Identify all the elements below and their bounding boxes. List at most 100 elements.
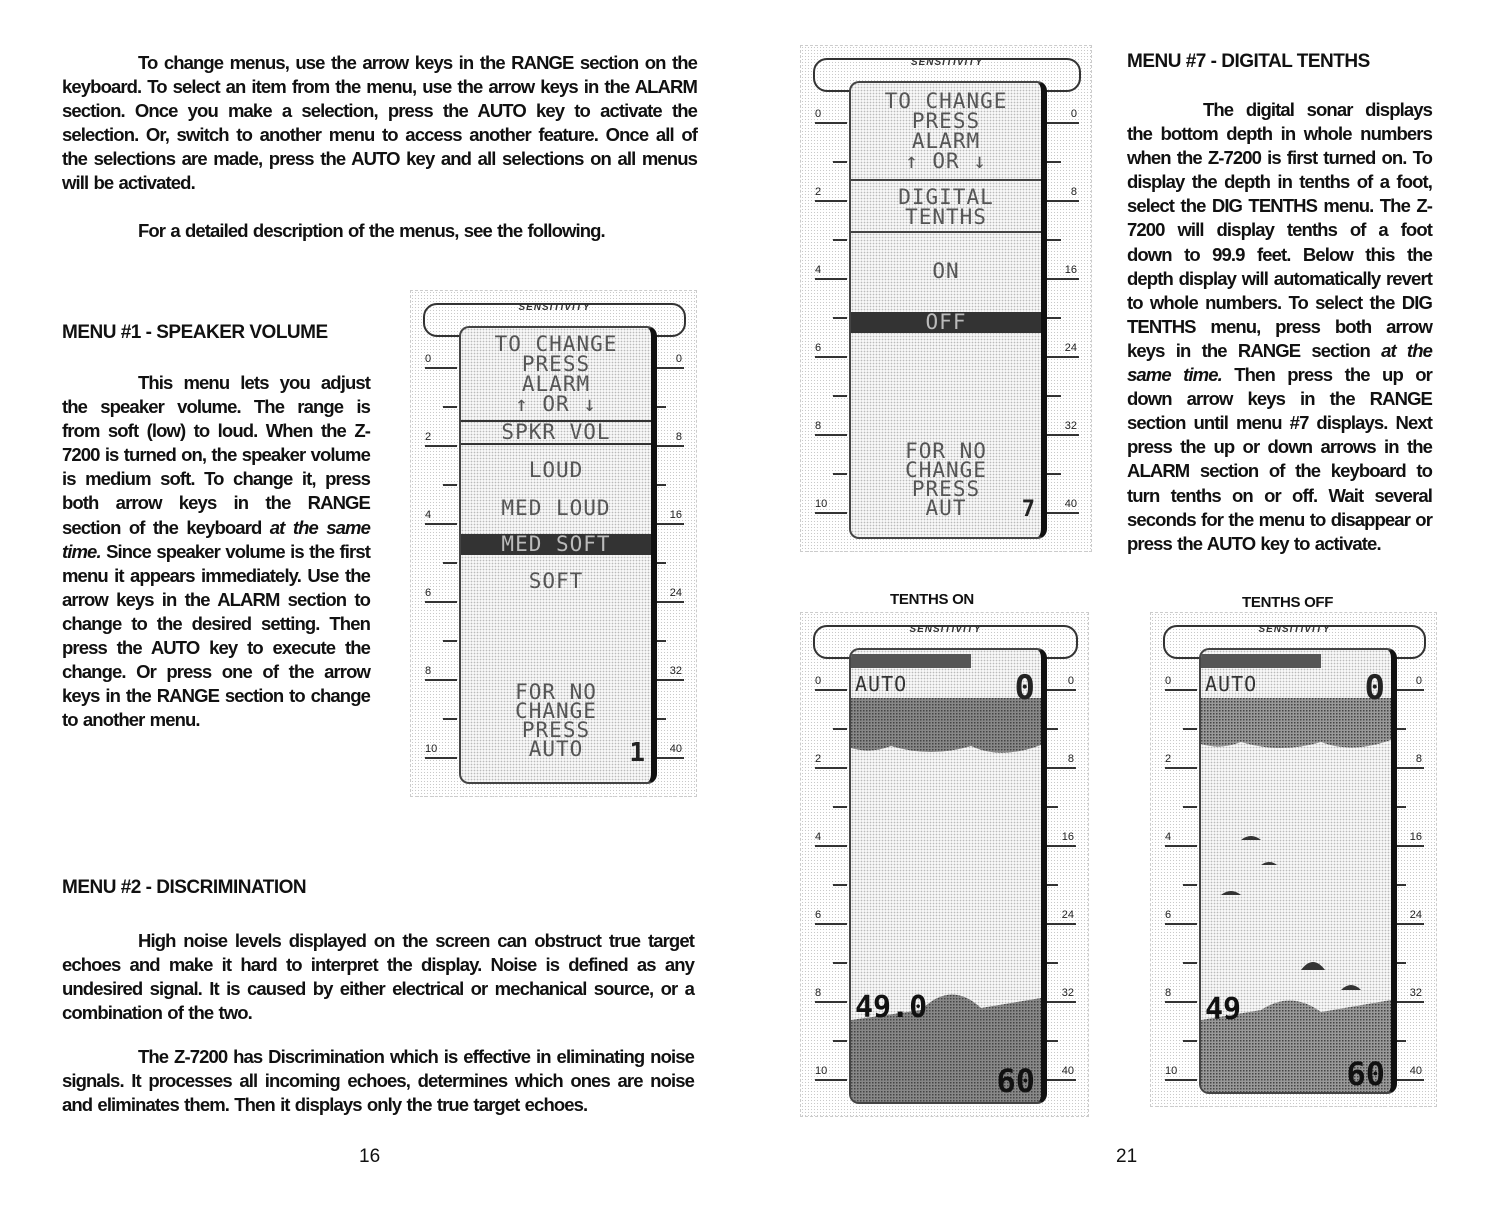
right-scale-label: 16 — [1061, 831, 1074, 843]
scale-tick — [815, 200, 847, 202]
scale-tick — [1044, 689, 1076, 691]
scale-tick — [1047, 434, 1079, 436]
scale-minor-tick — [652, 484, 666, 486]
lcd-line: FOR NO — [905, 439, 987, 463]
right-scale-label: 16 — [1409, 831, 1422, 843]
right-scale-label: 32 — [669, 665, 682, 677]
menu7-text-before: The digital sonar displays the bottom de… — [1127, 99, 1433, 361]
scale-minor-tick — [1392, 1040, 1406, 1042]
surface-clutter — [1201, 698, 1391, 748]
scale-tick — [1165, 689, 1197, 691]
intro-paragraph: To change menus, use the arrow keys in t… — [62, 52, 698, 194]
page-number-right: 21 — [1116, 1146, 1138, 1167]
left-scale-label: 0 — [1165, 675, 1172, 687]
scale-tick — [1392, 845, 1424, 847]
lcd-line: CHANGE — [515, 699, 597, 723]
scale-tick — [1165, 767, 1197, 769]
scale-minor-tick — [1047, 161, 1061, 163]
mode-label: AUTO — [1205, 672, 1258, 696]
menu7-text-after: Then press the up or down arrow keys in … — [1127, 364, 1433, 554]
left-scale-label: 4 — [815, 264, 822, 276]
menu-title-line: DIGITAL — [898, 185, 994, 209]
right-scale-label: 24 — [1409, 909, 1422, 921]
mode-highlight — [1201, 654, 1321, 668]
scale-minor-tick — [1047, 317, 1061, 319]
sensitivity-label: SENSITIVITY — [518, 302, 591, 313]
scale-tick — [425, 601, 457, 603]
scale-tick — [1044, 923, 1076, 925]
option-off-selected: OFF — [851, 312, 1041, 333]
right-scale-label: 0 — [1070, 108, 1077, 120]
scale-minor-tick — [1047, 395, 1061, 397]
lcd-display: AUTO 0 49 60 — [1199, 648, 1397, 1094]
scale-tick — [1165, 1001, 1197, 1003]
scale-minor-tick — [443, 562, 457, 564]
left-scale-label: 2 — [815, 186, 822, 198]
lcd-line: TO CHANGE — [884, 89, 1008, 113]
scale-tick — [815, 356, 847, 358]
lcd-line: PRESS — [911, 477, 981, 501]
scale-minor-tick — [1183, 884, 1197, 886]
scale-tick — [425, 445, 457, 447]
right-scale-label: 24 — [1061, 909, 1074, 921]
menu2-paragraph-1: High noise levels displayed on the scree… — [62, 930, 695, 1024]
right-scale-label: 0 — [1415, 675, 1422, 687]
scale-tick — [1165, 845, 1197, 847]
scale-minor-tick — [1047, 239, 1061, 241]
scale-tick — [652, 445, 684, 447]
menu-title: SPKR VOL — [461, 420, 651, 445]
intro-note: For a detailed description of the menus,… — [138, 220, 606, 241]
scale-tick — [815, 845, 847, 847]
left-scale-label: 6 — [815, 342, 822, 354]
scale-minor-tick — [1183, 728, 1197, 730]
scale-tick — [1044, 1079, 1076, 1081]
menu1-description: This menu lets you adjust the speaker vo… — [62, 371, 371, 732]
option-loud: LOUD — [528, 458, 584, 482]
mode-label: AUTO — [855, 672, 908, 696]
scale-minor-tick — [833, 317, 847, 319]
left-scale-label: 10 — [425, 743, 438, 755]
scale-minor-tick — [1047, 473, 1061, 475]
scale-tick — [1392, 1079, 1424, 1081]
scale-minor-tick — [1044, 806, 1058, 808]
scale-minor-tick — [652, 406, 666, 408]
scale-tick — [815, 767, 847, 769]
left-scale-label: 6 — [425, 587, 432, 599]
scale-tick — [425, 523, 457, 525]
scale-tick — [815, 923, 847, 925]
scale-minor-tick — [1183, 1040, 1197, 1042]
scale-tick — [815, 512, 847, 514]
scale-minor-tick — [833, 884, 847, 886]
scale-tick — [1392, 923, 1424, 925]
lcd-figure-speaker-volume: SENSITIVITY 0 0 2 8 4 16 6 24 8 32 10 40 TO CHANGE … — [410, 290, 697, 797]
divider — [851, 179, 1041, 181]
bottom-contour — [851, 994, 1041, 1102]
right-scale-label: 8 — [1070, 186, 1077, 198]
lcd-line: PRESS — [521, 718, 591, 742]
scale-tick — [1044, 845, 1076, 847]
scale-tick — [815, 434, 847, 436]
scale-minor-tick — [443, 718, 457, 720]
scale-tick — [1047, 278, 1079, 280]
scale-tick — [815, 122, 847, 124]
scale-minor-tick — [833, 473, 847, 475]
top-depth: 0 — [1364, 668, 1385, 708]
right-scale-label: 16 — [669, 509, 682, 521]
scale-minor-tick — [1044, 1040, 1058, 1042]
left-scale-label: 4 — [815, 831, 822, 843]
lcd-figure-tenths-off: SENSITIVITY 0 0 2 8 4 16 6 24 8 32 10 40 AUTO 0 49 … — [1150, 612, 1437, 1107]
lcd-line: AUTO — [528, 737, 584, 761]
scale-tick — [425, 757, 457, 759]
mode-highlight — [851, 654, 971, 668]
lcd-line: CHANGE — [905, 458, 987, 482]
scale-minor-tick — [1044, 728, 1058, 730]
lcd-line: PRESS — [911, 109, 981, 133]
right-scale-label: 40 — [669, 743, 682, 755]
right-scale-label: 32 — [1061, 987, 1074, 999]
menu-number: 1 — [629, 738, 645, 768]
right-scale-label: 32 — [1064, 420, 1077, 432]
left-scale-label: 0 — [425, 353, 432, 365]
right-scale-label: 8 — [1415, 753, 1422, 765]
scale-tick — [425, 367, 457, 369]
option-on: ON — [932, 259, 960, 283]
